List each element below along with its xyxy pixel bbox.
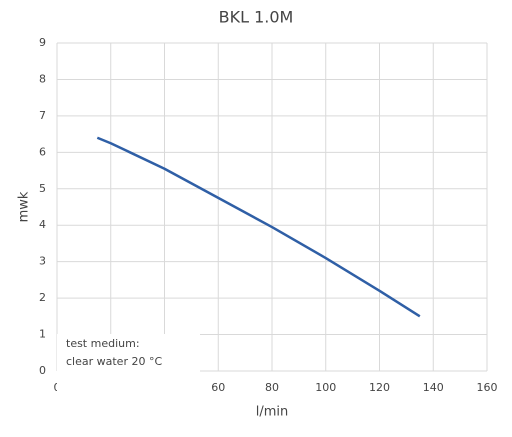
- x-tick-label: 60: [211, 381, 225, 394]
- x-axis-label: l/min: [256, 405, 289, 420]
- x-tick-label: 160: [477, 381, 498, 394]
- x-tick-label: 80: [265, 381, 279, 394]
- annotation-text: test medium:: [66, 337, 140, 350]
- y-tick-label: 8: [39, 72, 46, 85]
- y-axis-label: mwk: [17, 191, 32, 222]
- y-tick-label: 2: [39, 291, 46, 304]
- chart-title: BKL 1.0M: [219, 8, 294, 27]
- annotation-text: clear water 20 °C: [66, 355, 162, 368]
- x-tick-label: 120: [369, 381, 390, 394]
- y-tick-label: 1: [39, 328, 46, 341]
- data-line: [96, 136, 421, 318]
- y-tick-label: 7: [39, 109, 46, 122]
- y-tick-label: 0: [39, 364, 46, 377]
- y-tick-label: 4: [39, 218, 46, 231]
- y-tick-label: 9: [39, 36, 46, 49]
- y-tick-label: 3: [39, 255, 46, 268]
- y-tick-label: 5: [39, 182, 46, 195]
- x-tick-label: 140: [423, 381, 444, 394]
- y-tick-label: 6: [39, 145, 46, 158]
- x-tick-label: 100: [315, 381, 336, 394]
- annotation-box: [57, 334, 200, 392]
